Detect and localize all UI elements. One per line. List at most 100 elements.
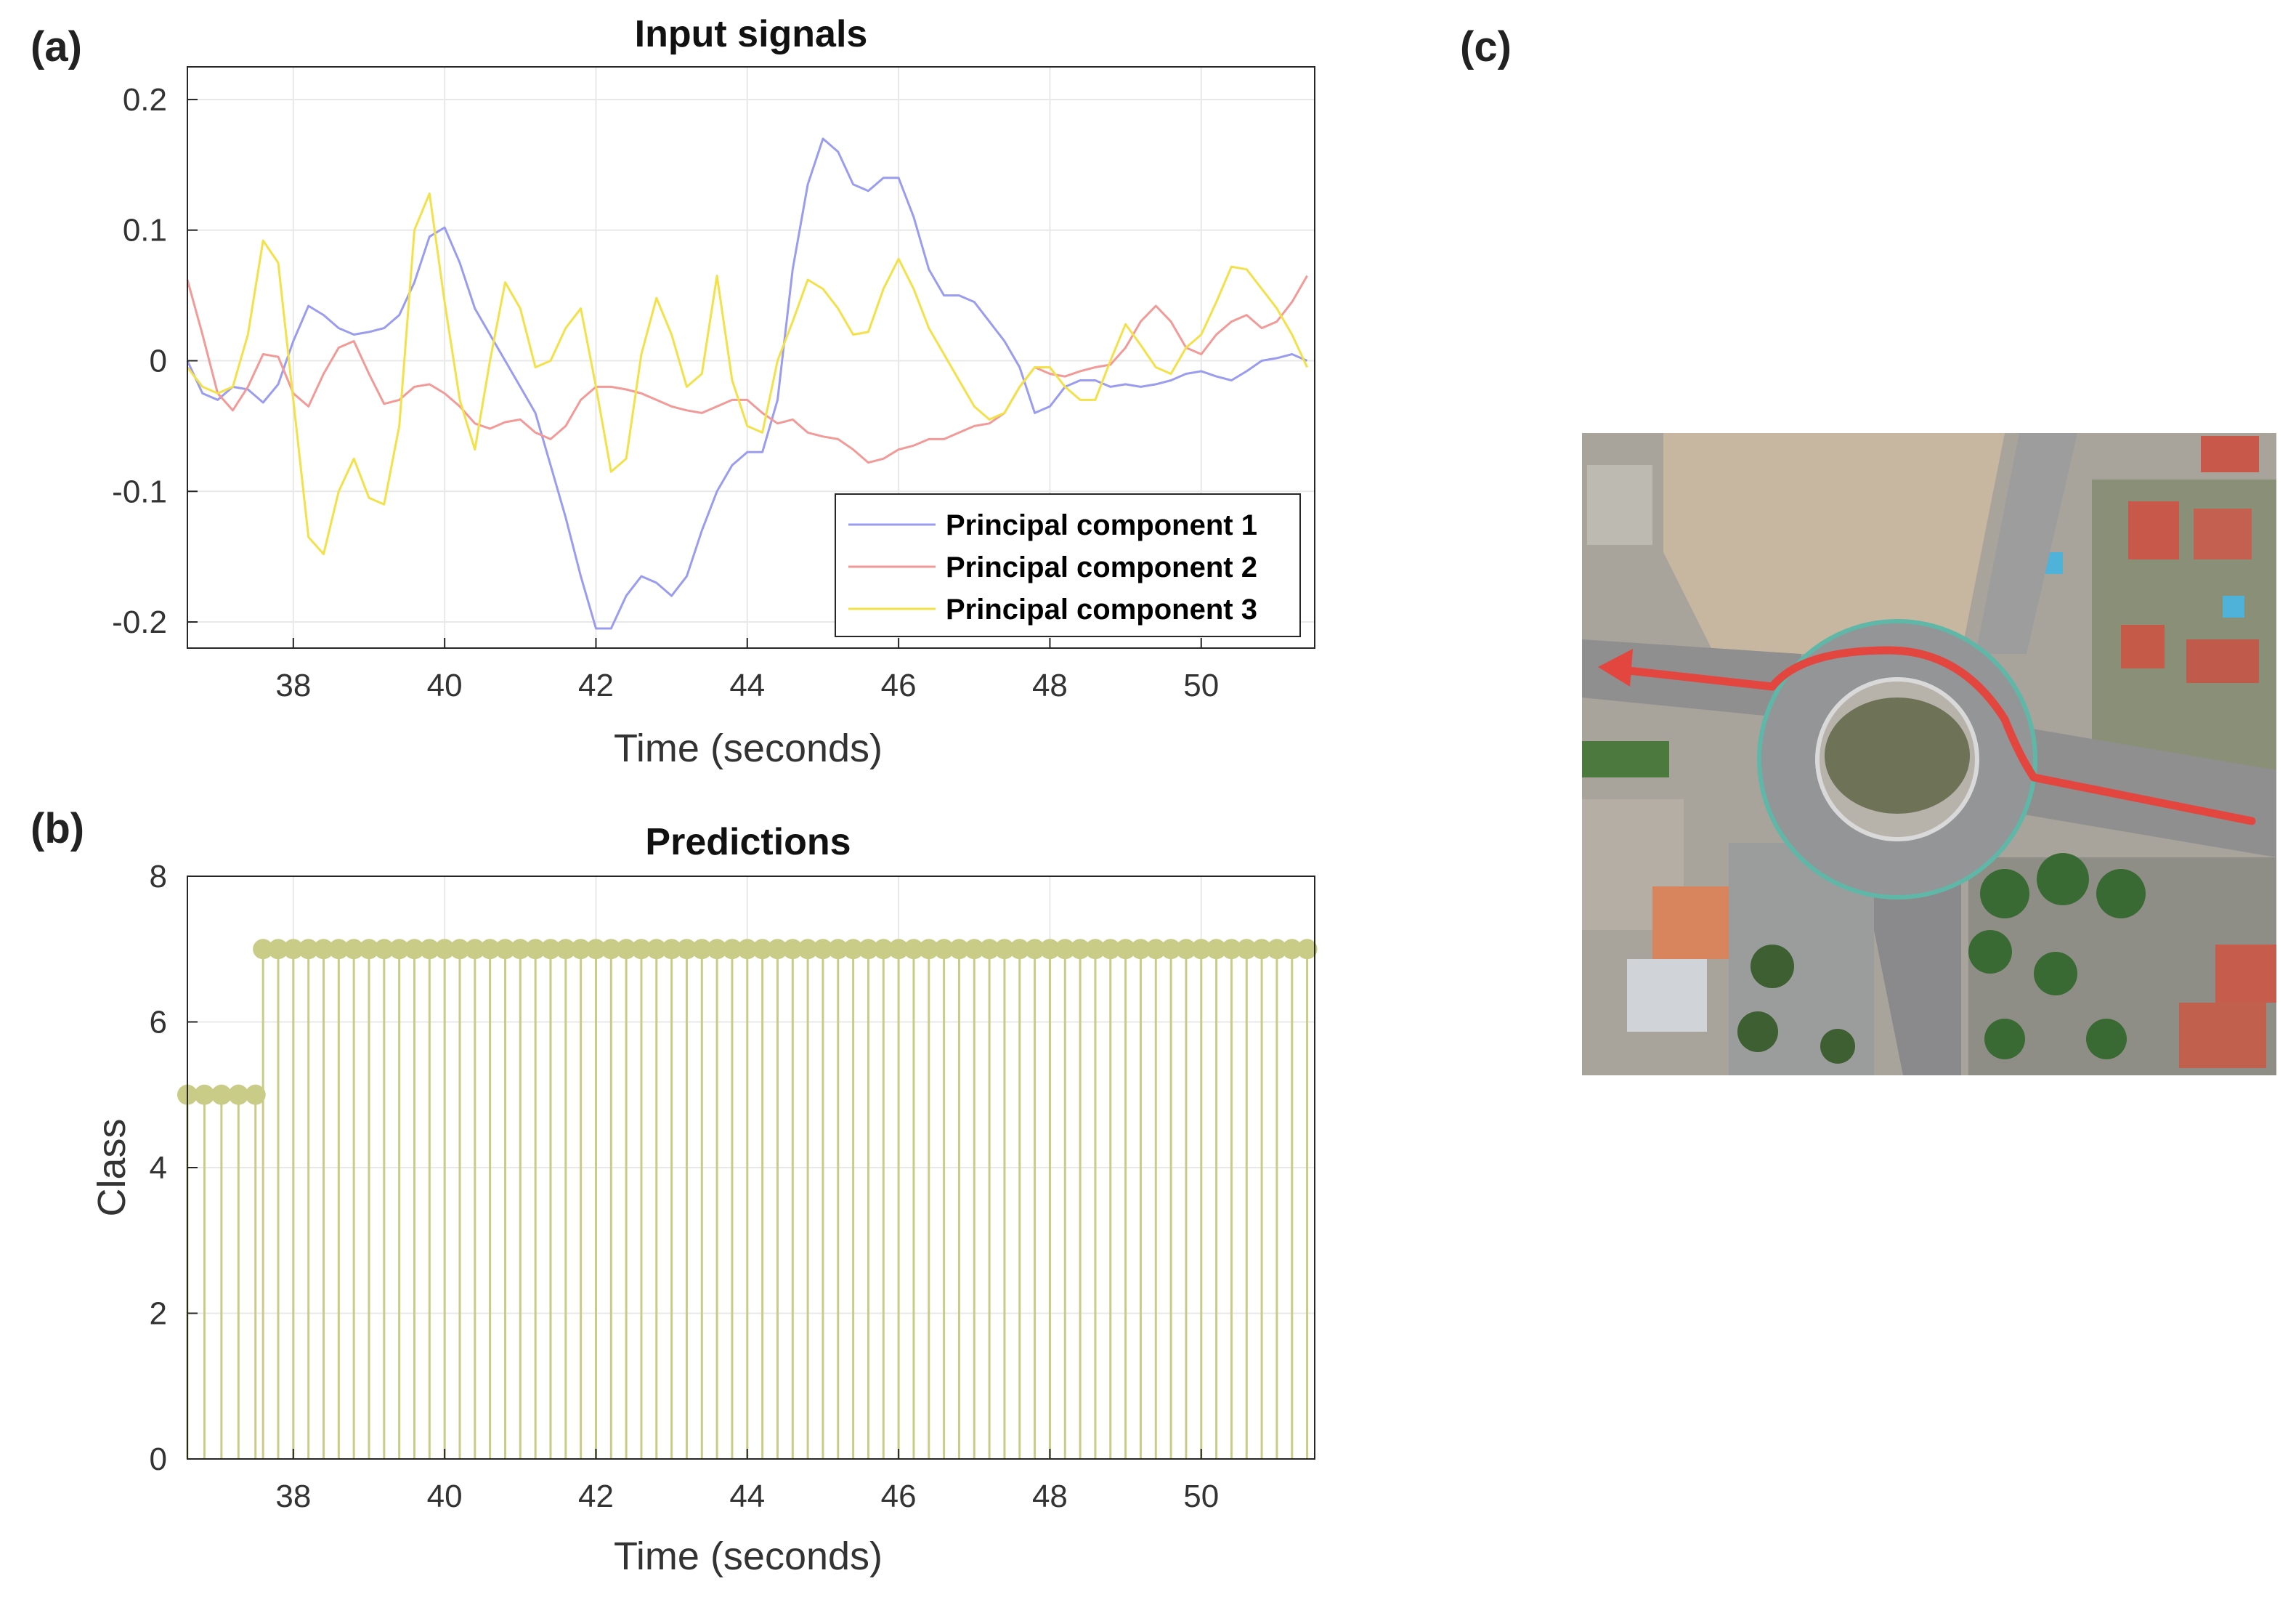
chart-a-x-tick-label: 46 (881, 668, 917, 703)
chart-a-x-tick-label: 42 (578, 668, 614, 703)
chart-b-y-axis-label: Class (90, 1118, 134, 1216)
map-building (1627, 959, 1707, 1032)
chart-a-ticks: 38 40 42 44 46 48 50 -0.2 -0.1 0 0.1 0.2 (112, 82, 1219, 703)
prediction-marker (646, 939, 667, 960)
prediction-marker (1024, 939, 1045, 960)
prediction-marker (1221, 939, 1242, 960)
map-road-east (2019, 727, 2276, 857)
prediction-marker (873, 939, 894, 960)
map-tree (1751, 945, 1794, 988)
prediction-marker (1175, 939, 1196, 960)
prediction-marker (1145, 939, 1167, 960)
chart-b-y-tick-label: 0 (150, 1442, 167, 1477)
map-roof (2194, 509, 2252, 559)
prediction-marker (344, 939, 365, 960)
prediction-marker (616, 939, 637, 960)
prediction-marker (479, 939, 500, 960)
map-road-south (1859, 857, 1961, 1075)
prediction-marker (540, 939, 561, 960)
map-tree (1984, 1019, 2025, 1059)
chart-b-x-axis-label: Time (seconds) (614, 1535, 883, 1578)
chart-b-title: Predictions (645, 821, 851, 863)
chart-a-title: Input signals (635, 13, 868, 55)
prediction-marker (570, 939, 591, 960)
prediction-marker (630, 939, 652, 960)
map-roof (2128, 501, 2179, 559)
prediction-marker (525, 939, 546, 960)
prediction-marker (313, 939, 334, 960)
prediction-marker (798, 939, 819, 960)
map-tree (1737, 1011, 1778, 1052)
prediction-marker (404, 939, 425, 960)
map-road-north (1976, 433, 2077, 654)
prediction-marker (585, 939, 607, 960)
prediction-marker (1252, 939, 1273, 960)
prediction-marker (1055, 939, 1076, 960)
chart-b-x-tick-label: 40 (427, 1479, 463, 1514)
legend-entry-pc3: Principal component 3 (946, 594, 1257, 626)
chart-a-legend: Principal component 1 Principal componen… (835, 493, 1301, 637)
prediction-marker (918, 939, 939, 960)
chart-a-y-tick-label: -0.2 (112, 605, 167, 640)
prediction-marker (979, 939, 1000, 960)
legend-box (835, 493, 1301, 637)
series-line-pc1 (186, 137, 1308, 630)
chart-b-y-tick-label: 2 (150, 1296, 167, 1332)
prediction-marker (601, 939, 622, 960)
chart-b-y-tick-label: 4 (150, 1150, 167, 1186)
chart-b-stems (177, 939, 1318, 1460)
chart-b-x-tick-label: 38 (275, 1479, 311, 1514)
prediction-marker (767, 939, 788, 960)
map-tree (2086, 1019, 2127, 1059)
chart-b-x-tick-label: 46 (881, 1479, 917, 1514)
prediction-marker (283, 939, 304, 960)
chart-b-x-tick-label: 48 (1032, 1479, 1068, 1514)
map-tree (2037, 853, 2089, 905)
chart-a-y-tick-label: 0 (150, 343, 167, 379)
prediction-marker (903, 939, 924, 960)
prediction-marker (1039, 939, 1060, 960)
prediction-marker (933, 939, 954, 960)
map-tree (1980, 869, 2029, 918)
prediction-marker (328, 939, 349, 960)
chart-b-x-tick-label: 44 (729, 1479, 765, 1514)
legend-entry-pc1: Principal component 1 (946, 509, 1257, 541)
prediction-marker (676, 939, 697, 960)
chart-a-x-tick-label: 40 (427, 668, 463, 703)
series-line-pc3 (186, 192, 1308, 556)
prediction-marker (228, 1084, 249, 1105)
prediction-marker (1190, 939, 1212, 960)
input-signals-chart: 38 40 42 44 46 48 50 -0.2 -0.1 0 0.1 0.2 Input sign… (112, 13, 1315, 770)
map-pool (2223, 596, 2244, 618)
route-arrowhead (1598, 649, 1633, 687)
chart-a-y-tick-label: 0.1 (123, 213, 167, 248)
panel-label-c: (c) (1460, 23, 1512, 70)
chart-a-x-tick-label: 38 (275, 668, 311, 703)
chart-b-y-tick-label: 6 (150, 1005, 167, 1040)
prediction-marker (1236, 939, 1257, 960)
prediction-marker (1009, 939, 1030, 960)
prediction-marker (858, 939, 879, 960)
map-tree (2034, 952, 2077, 995)
prediction-marker (449, 939, 470, 960)
prediction-marker (1297, 939, 1318, 960)
map-tree (1968, 930, 2012, 974)
prediction-marker (843, 939, 864, 960)
chart-a-series (186, 137, 1308, 630)
map-roof (2179, 1003, 2266, 1068)
roundabout-aerial-image (1582, 433, 2276, 1075)
map-building (1587, 465, 1652, 545)
prediction-marker (245, 1084, 266, 1105)
prediction-marker (1070, 939, 1091, 960)
chart-a-x-axis-label: Time (seconds) (614, 727, 883, 770)
prediction-marker (964, 939, 985, 960)
map-roof (2215, 945, 2276, 1003)
chart-a-x-tick-label: 50 (1183, 668, 1219, 703)
prediction-marker (510, 939, 531, 960)
prediction-marker (434, 939, 455, 960)
panel-label-b: (b) (31, 805, 84, 852)
